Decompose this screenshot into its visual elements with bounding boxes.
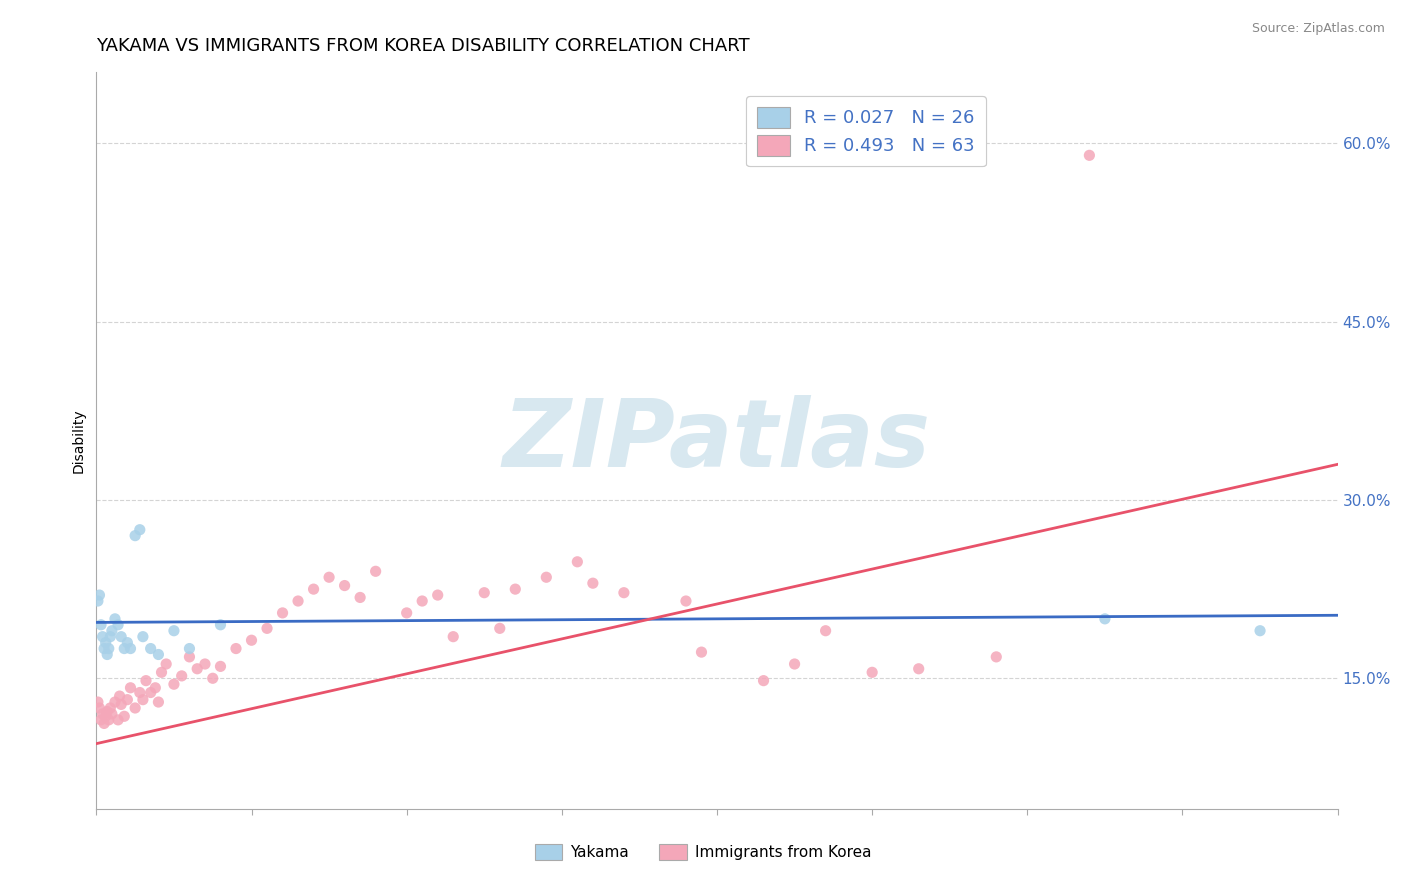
Point [112,709,135,723]
Point [117,692,139,706]
Point [150,665,173,680]
Y-axis label: Disability: Disability [72,409,86,473]
Point [536,570,558,584]
Point [240,633,263,648]
Point [567,555,589,569]
Point [139,641,162,656]
Point [91,706,114,721]
Point [814,624,837,638]
Point [675,594,697,608]
Point [98,630,121,644]
Point [148,648,170,662]
Point [318,570,340,584]
Point [613,585,636,599]
Point [139,685,162,699]
Legend: Yakama, Immigrants from Korea: Yakama, Immigrants from Korea [529,838,877,866]
Point [101,706,124,721]
Point [163,624,186,638]
Legend: R = 0.027   N = 26, R = 0.493   N = 63: R = 0.027 N = 26, R = 0.493 N = 63 [747,96,986,167]
Point [209,617,232,632]
Point [96,705,118,719]
Point [112,641,135,656]
Point [104,612,127,626]
Point [108,689,131,703]
Point [986,649,1008,664]
Point [155,657,177,671]
Point [148,695,170,709]
Point [441,630,464,644]
Point [256,621,278,635]
Point [783,657,806,671]
Point [1249,624,1271,638]
Point [503,582,526,596]
Point [93,641,115,656]
Point [333,578,356,592]
Point [124,701,146,715]
Point [411,594,433,608]
Point [128,523,150,537]
Point [117,635,139,649]
Point [1094,612,1116,626]
Point [582,576,605,591]
Point [110,698,132,712]
Point [107,617,129,632]
Point [287,594,309,608]
Point [98,701,121,715]
Point [395,606,418,620]
Point [209,659,232,673]
Point [120,681,142,695]
Point [128,685,150,699]
Point [349,591,371,605]
Point [271,606,294,620]
Point [94,635,117,649]
Text: YAKAMA VS IMMIGRANTS FROM KOREA DISABILITY CORRELATION CHART: YAKAMA VS IMMIGRANTS FROM KOREA DISABILI… [97,37,749,55]
Point [472,585,495,599]
Point [96,648,118,662]
Point [132,630,155,644]
Point [91,630,114,644]
Point [89,588,111,602]
Point [186,662,208,676]
Point [90,617,112,632]
Point [87,594,110,608]
Text: ZIPatlas: ZIPatlas [503,394,931,486]
Point [752,673,775,688]
Point [94,709,117,723]
Point [110,630,132,644]
Point [97,713,120,727]
Point [90,713,112,727]
Point [426,588,449,602]
Point [201,671,224,685]
Point [89,701,111,715]
Point [364,564,387,578]
Point [690,645,713,659]
Point [179,649,201,664]
Point [860,665,883,680]
Point [87,695,110,709]
Point [135,673,157,688]
Point [225,641,247,656]
Point [97,641,120,656]
Point [120,641,142,656]
Point [179,641,201,656]
Point [488,621,510,635]
Point [163,677,186,691]
Point [194,657,217,671]
Point [170,669,193,683]
Point [143,681,166,695]
Point [132,692,155,706]
Point [104,695,127,709]
Point [907,662,929,676]
Text: Source: ZipAtlas.com: Source: ZipAtlas.com [1251,22,1385,36]
Point [124,529,146,543]
Point [302,582,325,596]
Point [1078,148,1101,162]
Point [101,624,124,638]
Point [93,716,115,731]
Point [107,713,129,727]
